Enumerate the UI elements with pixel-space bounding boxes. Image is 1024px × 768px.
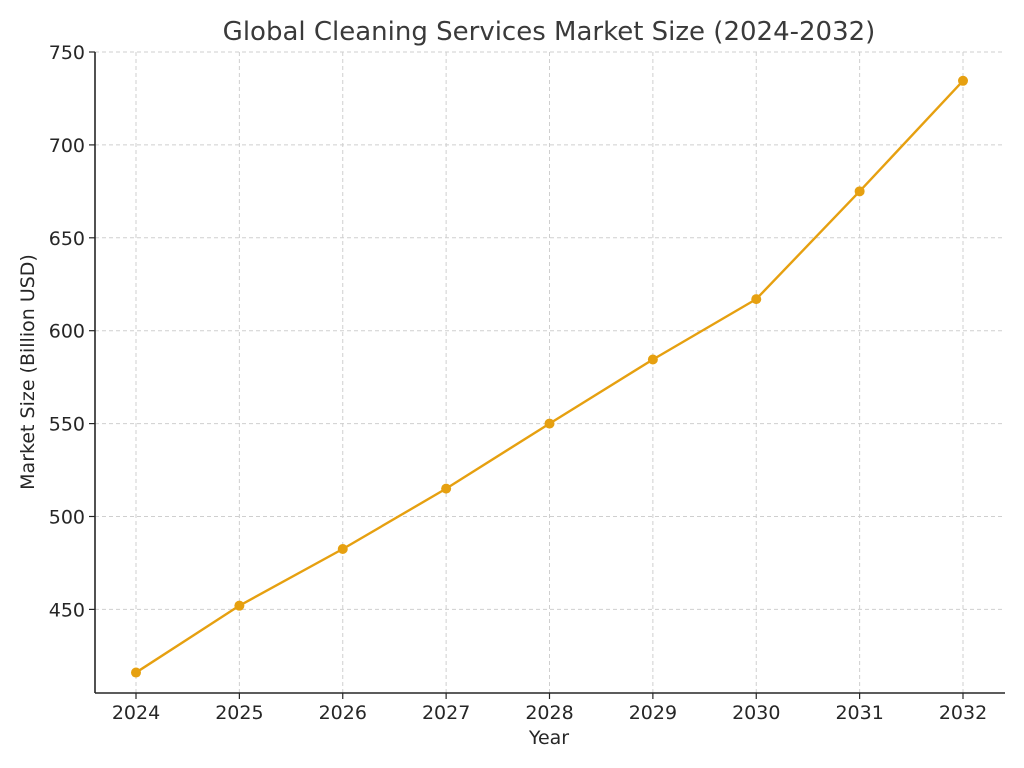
ticks: 2024 2025 2026 2027 2028 2029 2030 2031 2032 450 5… [49,42,987,724]
y-tick-label: 550 [49,414,85,436]
x-tick-label: 2030 [732,702,780,724]
x-tick-label: 2029 [629,702,677,724]
data-point [958,75,968,86]
x-tick-label: 2027 [422,702,470,724]
data-point [854,186,865,197]
y-tick-label: 450 [49,599,85,621]
x-tick-label: 2025 [215,702,263,724]
data-point [234,600,245,611]
data-point [441,483,452,494]
y-axis-label: Market Size (Billion USD) [17,254,39,490]
axes [94,52,1005,694]
y-tick-label: 750 [49,42,85,64]
data-point [337,544,348,555]
data-point [544,418,555,429]
y-tick-label: 650 [49,228,85,250]
x-tick-label: 2024 [112,702,160,724]
chart-title: Global Cleaning Services Market Size (20… [223,17,876,47]
x-tick-label: 2031 [835,702,883,724]
data-point [751,294,762,305]
data-point [647,354,658,365]
x-tick-label: 2026 [319,702,367,724]
series-layer [131,75,968,678]
y-tick-label: 500 [49,506,85,528]
data-point [131,667,141,678]
grid [95,51,1005,693]
x-tick-label: 2032 [939,702,987,724]
y-tick-label: 700 [49,135,85,157]
y-tick-label: 600 [49,321,85,343]
x-tick-label: 2028 [525,702,573,724]
x-axis-label: Year [528,727,569,749]
